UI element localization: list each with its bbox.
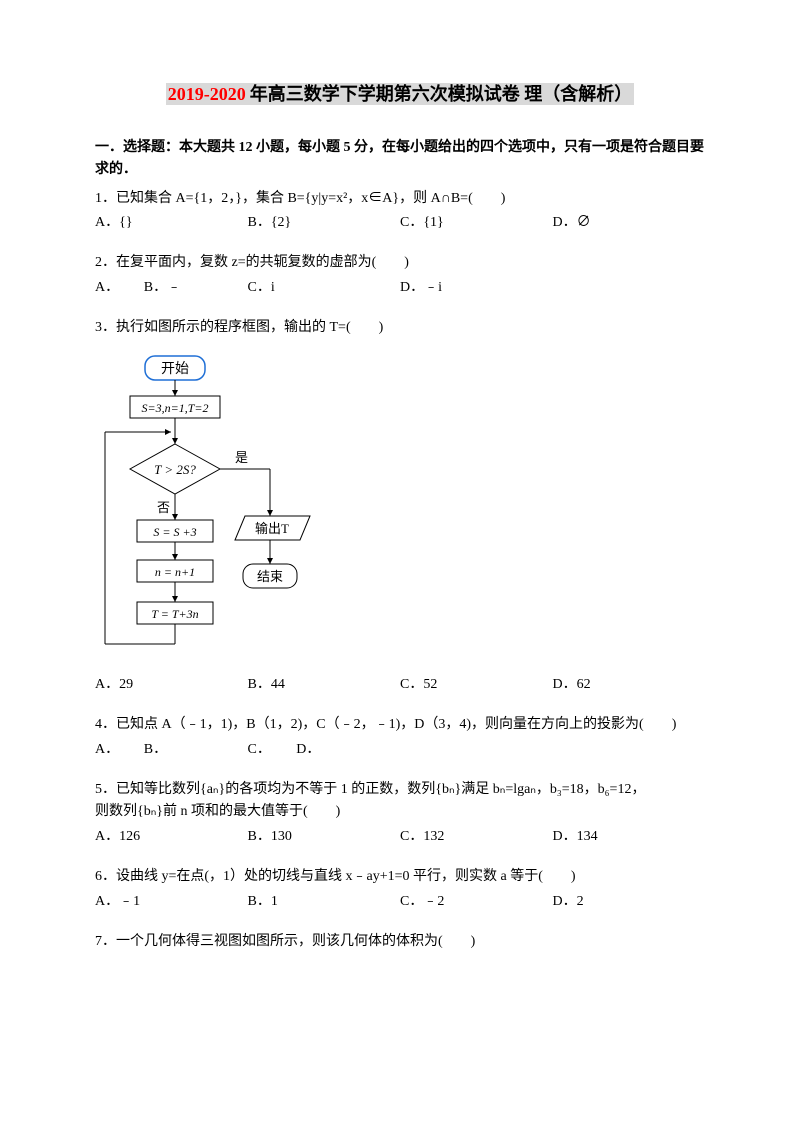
exam-page: 2019-2020年高三数学下学期第六次模拟试卷 理（含解析） 一．选择题：本大… [0, 0, 800, 993]
q2-options: A． B．﹣ C．i D．﹣i [95, 277, 705, 299]
question-2: 2．在复平面内，复数 z=的共轭复数的虚部为( ) A． B．﹣ C．i D．﹣… [95, 252, 705, 299]
q6-options: A．﹣1 B．1 C．﹣2 D．2 [95, 891, 705, 913]
section-1-heading: 一．选择题：本大题共 12 小题，每小题 5 分，在每小题给出的四个选项中，只有… [95, 137, 705, 182]
question-7: 7．一个几何体得三视图如图所示，则该几何体的体积为( ) [95, 931, 705, 953]
q1-opt-c: C．{1} [400, 212, 553, 234]
flow-cond-text: T > 2S? [154, 462, 196, 477]
q4-opt-c: C． [247, 739, 296, 761]
flow-n-text: n = n+1 [155, 565, 195, 579]
title-rest: 年高三数学下学期第六次模拟试卷 理（含解析） [248, 83, 635, 105]
flow-no-label: 否 [157, 500, 170, 515]
q4-opt-a: A． [95, 739, 144, 761]
flow-init-text: S=3,n=1,T=2 [142, 401, 209, 415]
q3-text: 3．执行如图所示的程序框图，输出的 T=( ) [95, 317, 705, 339]
flowchart-svg: 开始 S=3,n=1,T=2 T > 2S? 是 输出T [95, 352, 325, 662]
flow-t-text: T = T+3n [151, 607, 198, 621]
q7-text: 7．一个几何体得三视图如图所示，则该几何体的体积为( ) [95, 931, 705, 953]
question-3: 3．执行如图所示的程序框图，输出的 T=( ) 开始 S=3,n=1,T=2 [95, 317, 705, 696]
q6-text: 6．设曲线 y=在点(，1）处的切线与直线 x﹣ay+1=0 平行，则实数 a … [95, 866, 705, 888]
q3-opt-a: A．29 [95, 674, 248, 696]
q5-opt-c: C．132 [400, 826, 553, 848]
q4-text: 4．已知点 A（﹣1，1)，B（1，2)，C（﹣2，﹣1)，D（3，4)，则向量… [95, 714, 705, 736]
q3-options: A．29 B．44 C．52 D．62 [95, 674, 705, 696]
q1-opt-d: D．∅ [553, 212, 706, 234]
q4-options: A． B． C． D． [95, 739, 705, 761]
q5-line2: 则数列{bₙ}前 n 项和的最大值等于( ) [95, 801, 705, 823]
q3-opt-b: B．44 [248, 674, 401, 696]
flow-output-text: 输出T [255, 521, 289, 536]
q5-opt-a: A．126 [95, 826, 248, 848]
question-4: 4．已知点 A（﹣1，1)，B（1，2)，C（﹣2，﹣1)，D（3，4)，则向量… [95, 714, 705, 761]
q2-opt-d: D．﹣i [400, 277, 553, 299]
q2-opt-a: A． [95, 277, 144, 299]
q1-options: A．{} B．{2} C．{1} D．∅ [95, 212, 705, 234]
q5-line1: 5．已知等比数列{aₙ}的各项均为不等于 1 的正数，数列{bₙ}满足 bₙ=l… [95, 779, 705, 801]
question-5: 5．已知等比数列{aₙ}的各项均为不等于 1 的正数，数列{bₙ}满足 bₙ=l… [95, 779, 705, 848]
page-title: 2019-2020年高三数学下学期第六次模拟试卷 理（含解析） [95, 80, 705, 109]
q4-opt-d: D． [296, 739, 449, 761]
q5-opt-b: B．130 [248, 826, 401, 848]
q3-opt-c: C．52 [400, 674, 553, 696]
flow-end-text: 结束 [257, 569, 283, 584]
q2-opt-b: B．﹣ [144, 277, 248, 299]
question-6: 6．设曲线 y=在点(，1）处的切线与直线 x﹣ay+1=0 平行，则实数 a … [95, 866, 705, 913]
q3-opt-d: D．62 [553, 674, 706, 696]
q1-opt-b: B．{2} [248, 212, 401, 234]
flowchart: 开始 S=3,n=1,T=2 T > 2S? 是 输出T [95, 352, 705, 670]
q6-opt-c: C．﹣2 [400, 891, 553, 913]
q6-opt-b: B．1 [248, 891, 401, 913]
q2-text: 2．在复平面内，复数 z=的共轭复数的虚部为( ) [95, 252, 705, 274]
q1-opt-a: A．{} [95, 212, 248, 234]
q2-opt-c: C．i [247, 277, 400, 299]
flow-yes-label: 是 [235, 450, 248, 465]
q6-opt-a: A．﹣1 [95, 891, 248, 913]
q1-text: 1．已知集合 A={1，2，}，集合 B={y|y=x²，x∈A}，则 A∩B=… [95, 188, 705, 210]
q5-options: A．126 B．130 C．132 D．134 [95, 826, 705, 848]
question-1: 1．已知集合 A={1，2，}，集合 B={y|y=x²，x∈A}，则 A∩B=… [95, 188, 705, 235]
title-year: 2019-2020 [166, 83, 248, 105]
flow-start-text: 开始 [161, 361, 189, 377]
flow-s-text: S = S +3 [153, 525, 196, 539]
q6-opt-d: D．2 [553, 891, 706, 913]
q4-opt-b: B． [144, 739, 248, 761]
q5-opt-d: D．134 [553, 826, 706, 848]
